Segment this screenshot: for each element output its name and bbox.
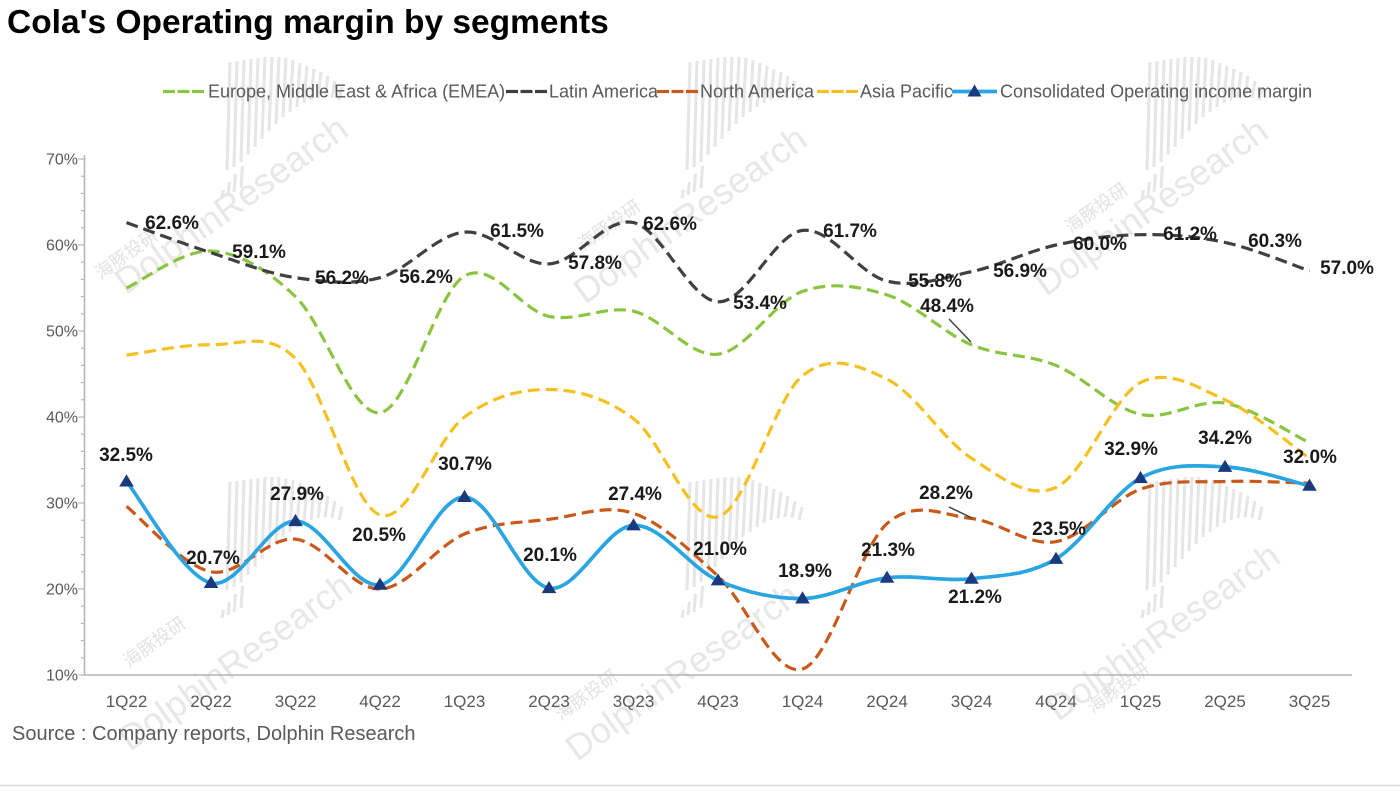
svg-text:32.5%: 32.5% (99, 445, 153, 466)
svg-text:4Q23: 4Q23 (697, 692, 739, 711)
svg-text:21.2%: 21.2% (948, 587, 1002, 608)
svg-text:60%: 60% (46, 238, 78, 255)
svg-text:20.5%: 20.5% (352, 525, 406, 546)
svg-text:2Q25: 2Q25 (1204, 692, 1246, 711)
svg-text:56.9%: 56.9% (993, 261, 1047, 282)
svg-text:34.2%: 34.2% (1198, 428, 1252, 449)
svg-text:3Q22: 3Q22 (275, 692, 317, 711)
svg-text:30.7%: 30.7% (438, 454, 492, 475)
svg-text:48.4%: 48.4% (920, 296, 974, 317)
svg-text:32.9%: 32.9% (1104, 439, 1158, 460)
svg-text:1Q23: 1Q23 (444, 692, 486, 711)
svg-text:62.6%: 62.6% (643, 214, 697, 235)
svg-text:20.7%: 20.7% (186, 548, 240, 569)
svg-text:1Q24: 1Q24 (782, 692, 824, 711)
svg-text:53.4%: 53.4% (733, 293, 787, 314)
svg-text:61.5%: 61.5% (490, 221, 544, 242)
svg-text:57.0%: 57.0% (1320, 258, 1374, 279)
svg-text:57.8%: 57.8% (568, 253, 622, 274)
svg-text:60.3%: 60.3% (1248, 231, 1302, 252)
svg-text:27.9%: 27.9% (270, 484, 324, 505)
svg-text:4Q22: 4Q22 (359, 692, 401, 711)
svg-text:2Q24: 2Q24 (866, 692, 908, 711)
svg-text:56.2%: 56.2% (399, 267, 453, 288)
svg-text:Latin America: Latin America (549, 82, 659, 102)
svg-text:60.0%: 60.0% (1073, 234, 1127, 255)
svg-text:61.2%: 61.2% (1163, 224, 1217, 245)
svg-text:1Q22: 1Q22 (106, 692, 148, 711)
svg-text:10%: 10% (46, 668, 78, 685)
svg-text:23.5%: 23.5% (1032, 519, 1086, 540)
svg-text:1Q25: 1Q25 (1120, 692, 1162, 711)
svg-text:59.1%: 59.1% (232, 242, 286, 263)
svg-text:3Q25: 3Q25 (1289, 692, 1331, 711)
svg-text:40%: 40% (46, 410, 78, 427)
svg-text:3Q24: 3Q24 (951, 692, 993, 711)
svg-text:Cola's Operating margin by seg: Cola's Operating margin by segments (7, 4, 609, 41)
svg-text:20.1%: 20.1% (523, 545, 577, 566)
svg-text:Asia Pacific: Asia Pacific (860, 82, 953, 102)
svg-text:2Q23: 2Q23 (528, 692, 570, 711)
svg-text:Europe, Middle East & Africa (: Europe, Middle East & Africa (EMEA) (208, 82, 505, 102)
svg-text:3Q23: 3Q23 (613, 692, 655, 711)
svg-text:20%: 20% (46, 582, 78, 599)
svg-text:2Q22: 2Q22 (190, 692, 232, 711)
svg-text:55.8%: 55.8% (908, 271, 962, 292)
svg-text:North America: North America (700, 82, 815, 102)
svg-text:32.0%: 32.0% (1283, 447, 1337, 468)
svg-text:62.6%: 62.6% (145, 213, 199, 234)
svg-text:61.7%: 61.7% (823, 221, 877, 242)
svg-text:50%: 50% (46, 324, 78, 341)
svg-text:18.9%: 18.9% (778, 561, 832, 582)
svg-text:28.2%: 28.2% (919, 483, 973, 504)
svg-text:4Q24: 4Q24 (1035, 692, 1077, 711)
svg-text:56.2%: 56.2% (315, 268, 369, 289)
svg-text:27.4%: 27.4% (608, 484, 662, 505)
svg-text:Source : Company reports, Dolp: Source : Company reports, Dolphin Resear… (12, 723, 416, 745)
svg-text:Consolidated Operating income: Consolidated Operating income margin (1000, 82, 1312, 102)
svg-text:30%: 30% (46, 496, 78, 513)
svg-text:70%: 70% (46, 152, 78, 169)
svg-text:21.3%: 21.3% (861, 540, 915, 561)
svg-text:21.0%: 21.0% (693, 539, 747, 560)
